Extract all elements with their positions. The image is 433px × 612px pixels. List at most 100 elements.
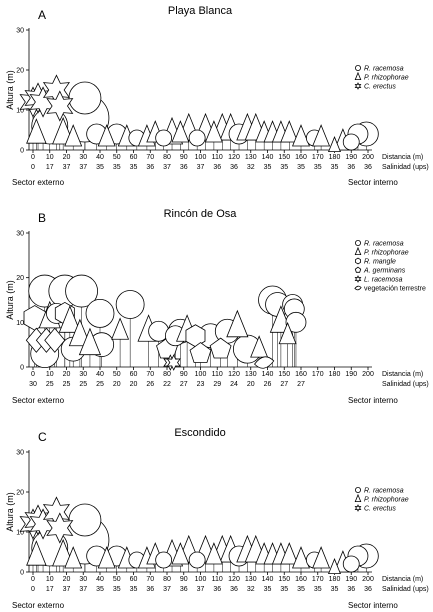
salinity-value: 32 — [247, 586, 255, 593]
x-tick-label: 0 — [31, 576, 35, 583]
panel-letter: A — [38, 8, 46, 22]
salinity-value: 0 — [31, 586, 35, 593]
salinity-value: 35 — [297, 586, 305, 593]
y-tick-label: 30 — [16, 450, 24, 457]
y-tick-label: 20 — [16, 275, 24, 282]
salinity-value: 37 — [197, 164, 205, 171]
x-axis-label: Distancia (m) — [382, 371, 423, 378]
chart-title: Playa Blanca — [168, 5, 233, 17]
salinity-value: 35 — [314, 164, 322, 171]
salinity-value: 35 — [264, 586, 272, 593]
legend-pentagon-icon — [354, 266, 362, 273]
x-tick-label: 150 — [278, 154, 290, 161]
salinity-value: 35 — [280, 586, 288, 593]
x-tick-label: 50 — [113, 154, 121, 161]
sector-externo-label: Sector externo — [12, 178, 65, 187]
x-tick-label: 190 — [345, 576, 357, 583]
data-point-triangle — [280, 120, 299, 143]
data-point-triangle — [278, 321, 297, 345]
legend-label: P. rhizophorae — [364, 250, 409, 257]
salinity-value: 36 — [230, 164, 238, 171]
x-tick-label: 130 — [245, 154, 257, 161]
x-tick-label: 20 — [63, 576, 71, 583]
legend-circle-icon — [354, 486, 361, 493]
salinity-value: 17 — [46, 164, 54, 171]
legend-label: R. mangle — [364, 259, 396, 266]
x-tick-label: 0 — [31, 371, 35, 378]
y-tick-label: 20 — [16, 490, 24, 497]
y-tick-label: 0 — [20, 365, 24, 372]
salinity-value: 30 — [29, 381, 37, 388]
legend-label: R. racemosa — [364, 241, 404, 248]
x-tick-label: 50 — [113, 576, 121, 583]
x-tick-label: 150 — [278, 371, 290, 378]
legend-label: L. racemosa — [364, 277, 403, 284]
x-tick-label: 20 — [63, 154, 71, 161]
salinity-value: 37 — [197, 586, 205, 593]
y-tick-label: 20 — [16, 68, 24, 75]
data-point-triangle — [250, 335, 269, 358]
salinity-value: 25 — [63, 381, 71, 388]
salinity-value: 35 — [130, 586, 138, 593]
sector-externo-label: Sector externo — [12, 396, 65, 405]
y-tick-label: 10 — [16, 108, 24, 115]
panel-letter: C — [38, 430, 47, 444]
legend-label: R. racemosa — [364, 488, 404, 495]
x-tick-label: 80 — [163, 371, 171, 378]
y-tick-label: 0 — [20, 148, 24, 155]
x-tick-label: 70 — [146, 154, 154, 161]
data-point-pentagon — [209, 337, 232, 359]
legend-circle-icon — [354, 239, 361, 246]
salinity-value: 37 — [63, 586, 71, 593]
legend-star-icon — [354, 504, 362, 512]
data-point-triangle — [204, 120, 223, 143]
data-point-triangle — [97, 124, 116, 147]
x-tick-label: 180 — [329, 154, 341, 161]
sector-interno-label: Sector interno — [348, 601, 398, 610]
x-tick-label: 70 — [146, 371, 154, 378]
y-tick-label: 0 — [20, 570, 24, 577]
data-point-star — [46, 90, 74, 122]
salinity-value: 37 — [79, 586, 87, 593]
x-tick-label: 40 — [96, 371, 104, 378]
sector-interno-label: Sector interno — [348, 396, 398, 405]
panel-letter: B — [38, 211, 46, 225]
salinity-value: 35 — [264, 164, 272, 171]
x-tick-label: 30 — [79, 371, 87, 378]
x-tick-label: 90 — [180, 371, 188, 378]
salinity-value: 36 — [364, 586, 372, 593]
data-point-triangle — [312, 124, 331, 147]
panel-c: C Escondido Altura (m) 0 10 20 30 0 10 20 30 40 50 60… — [5, 427, 429, 610]
x-tick-label: 10 — [46, 154, 54, 161]
x-tick-label: 200 — [362, 576, 374, 583]
x-tick-label: 130 — [245, 371, 257, 378]
salinity-value: 36 — [180, 586, 188, 593]
x-tick-label: 90 — [180, 576, 188, 583]
legend-label: A. germinans — [363, 268, 406, 275]
x-tick-label: 60 — [130, 576, 138, 583]
salinity-value: 35 — [113, 586, 121, 593]
salinity-value: 36 — [347, 164, 355, 171]
legend-triangle-icon — [354, 246, 362, 255]
data-point-triangle — [97, 546, 116, 569]
legend-label: C. erectus — [364, 506, 396, 513]
data-point-triangle — [58, 305, 81, 333]
salinity-value: 36 — [180, 164, 188, 171]
x-tick-label: 160 — [295, 154, 307, 161]
x-tick-label: 90 — [180, 154, 188, 161]
data-point-circle — [65, 274, 98, 308]
salinity-value: 27 — [280, 381, 288, 388]
data-point-triangle — [78, 327, 102, 356]
salinity-value: 29 — [213, 381, 221, 388]
legend-label: P. rhizophorae — [364, 75, 409, 82]
data-point-circle — [188, 551, 206, 569]
panel-a: A Playa Blanca Altura (m) 0 10 20 30 0 10 20 30 40 5… — [5, 5, 429, 187]
x-tick-label: 190 — [345, 371, 357, 378]
x-tick-label: 180 — [329, 371, 341, 378]
salinity-value: 23 — [197, 381, 205, 388]
x-tick-label: 10 — [46, 371, 54, 378]
x-tick-label: 40 — [96, 576, 104, 583]
data-point-triangle — [226, 309, 249, 338]
x-tick-label: 60 — [130, 154, 138, 161]
data-point-diamond — [44, 327, 66, 353]
